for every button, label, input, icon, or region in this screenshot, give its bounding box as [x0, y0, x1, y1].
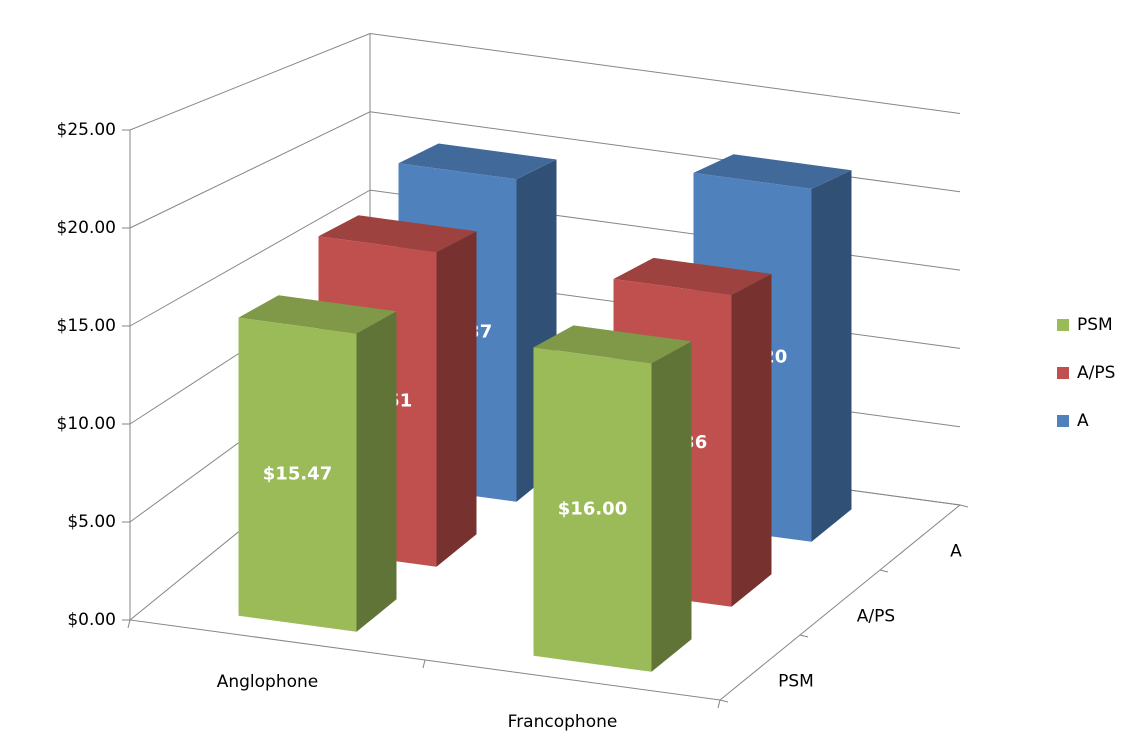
legend-swatch	[1057, 415, 1069, 427]
y-tick-label: $10.00	[57, 414, 116, 434]
z-tick	[959, 504, 969, 508]
bar-top	[318, 215, 477, 253]
bar: $15.47	[238, 295, 397, 632]
z-tick	[799, 634, 809, 638]
x-tick	[422, 659, 426, 669]
z-tick	[879, 569, 889, 573]
bar-side	[436, 231, 477, 567]
bar-front	[238, 317, 357, 632]
y-tick-label: $5.00	[67, 512, 116, 532]
bar-side	[811, 170, 852, 542]
y-tick-label: $15.00	[57, 316, 116, 336]
value-label: $15.47	[263, 464, 332, 485]
y-tick-label: $0.00	[67, 610, 116, 630]
y-tick-label: $25.00	[57, 120, 116, 140]
bar: $16.00	[533, 325, 692, 672]
bar-front	[533, 347, 652, 672]
bar-top	[693, 154, 852, 189]
grid-line	[129, 32, 961, 131]
bar-top	[398, 143, 557, 180]
z-tick-label: A	[950, 542, 962, 562]
bar-top	[533, 325, 692, 364]
x-tick	[717, 699, 721, 709]
bar-side	[731, 273, 772, 607]
legend-label: A	[1077, 411, 1089, 431]
z-tick-label: A/PS	[857, 607, 895, 627]
bar-side	[356, 311, 397, 632]
legend-swatch	[1057, 319, 1069, 331]
legend-label: A/PS	[1077, 363, 1115, 383]
x-tick-label: Anglophone	[217, 672, 319, 692]
x-tick-label: Francophone	[508, 712, 618, 732]
bar-top	[238, 295, 397, 334]
z-tick	[719, 699, 729, 703]
bar-side	[651, 341, 692, 672]
z-tick-label: PSM	[778, 672, 814, 692]
x-tick	[127, 619, 131, 629]
y-tick-label: $20.00	[57, 218, 116, 238]
value-label: $16.00	[558, 499, 627, 520]
legend-swatch	[1057, 367, 1069, 379]
legend-label: PSM	[1077, 315, 1113, 335]
bar-top	[613, 257, 772, 295]
